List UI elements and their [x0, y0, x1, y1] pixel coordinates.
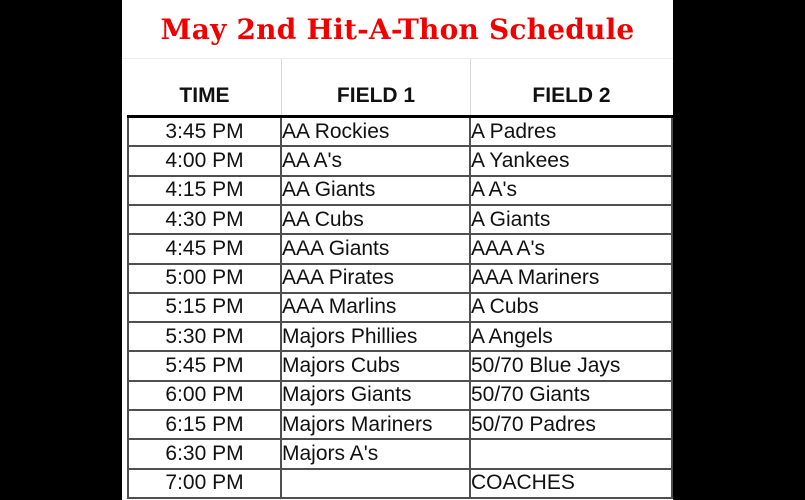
- field2-cell: A Giants: [469, 203, 673, 236]
- time-cell: 6:00 PM: [127, 379, 282, 412]
- field2-cell: A Angels: [469, 321, 673, 353]
- table-row: 5:45 PM Majors Cubs 50/70 Blue Jays: [127, 350, 673, 382]
- field1-cell: AA Rockies: [280, 115, 471, 148]
- field1-cell: AA Giants: [280, 174, 471, 206]
- field2-cell: A Cubs: [469, 291, 673, 324]
- time-cell: 5:30 PM: [127, 321, 282, 353]
- time-cell: 5:15 PM: [127, 291, 282, 324]
- field2-cell: 50/70 Padres: [469, 409, 673, 441]
- time-cell: 5:45 PM: [127, 350, 282, 382]
- column-header-field1: FIELD 1: [281, 59, 470, 115]
- field2-cell: AAA A's: [469, 233, 673, 265]
- schedule-title: May 2nd Hit-A-Thon Schedule: [122, 0, 673, 59]
- time-cell: 4:30 PM: [127, 203, 282, 236]
- table-row: 3:45 PM AA Rockies A Padres: [127, 115, 673, 148]
- table-row: 6:30 PM Majors A's: [127, 438, 673, 470]
- time-cell: 4:00 PM: [127, 145, 282, 177]
- table-row: 4:30 PM AA Cubs A Giants: [127, 203, 673, 236]
- column-header-time: TIME: [179, 84, 230, 107]
- table-row: 7:00 PM COACHES: [127, 467, 673, 500]
- time-cell: 6:30 PM: [127, 438, 282, 470]
- table-row: 5:15 PM AAA Marlins A Cubs: [127, 291, 673, 324]
- table-row: 6:00 PM Majors Giants 50/70 Giants: [127, 379, 673, 412]
- time-cell: 4:15 PM: [127, 174, 282, 206]
- time-cell: 3:45 PM: [127, 115, 282, 148]
- table-row: 5:30 PM Majors Phillies A Angels: [127, 321, 673, 353]
- field2-cell: A A's: [469, 174, 673, 206]
- table-row: 4:45 PM AAA Giants AAA A's: [127, 233, 673, 265]
- field1-cell: [280, 467, 471, 500]
- field1-cell: AA Cubs: [280, 203, 471, 236]
- field1-cell: Majors Phillies: [280, 321, 471, 353]
- schedule-header: TIME FIELD 1 FIELD 2: [128, 59, 672, 115]
- field2-cell: 50/70 Giants: [469, 379, 673, 412]
- time-cell: 6:15 PM: [127, 409, 282, 441]
- field1-cell: Majors Cubs: [280, 350, 471, 382]
- field1-cell: AAA Marlins: [280, 291, 471, 324]
- field2-cell: COACHES: [469, 467, 673, 500]
- table-row: 4:00 PM AA A's A Yankees: [127, 145, 673, 177]
- schedule-panel: May 2nd Hit-A-Thon Schedule TIME FIELD 1…: [122, 0, 673, 500]
- field2-cell: AAA Mariners: [469, 262, 673, 294]
- time-cell: 7:00 PM: [127, 467, 282, 500]
- column-header-field2: FIELD 2: [470, 59, 672, 115]
- field2-cell: A Padres: [469, 115, 673, 148]
- time-cell: 4:45 PM: [127, 233, 282, 265]
- field1-cell: AAA Giants: [280, 233, 471, 265]
- field1-cell: Majors Mariners: [280, 409, 471, 441]
- table-row: 4:15 PM AA Giants A A's: [127, 174, 673, 206]
- field1-cell: Majors Giants: [280, 379, 471, 412]
- table-row: 5:00 PM AAA Pirates AAA Mariners: [127, 262, 673, 294]
- schedule-table: 3:45 PM AA Rockies A Padres 4:00 PM AA A…: [127, 115, 673, 500]
- field2-cell: 50/70 Blue Jays: [469, 350, 673, 382]
- field1-cell: AA A's: [280, 145, 471, 177]
- time-cell: 5:00 PM: [127, 262, 282, 294]
- schedule-body: 3:45 PM AA Rockies A Padres 4:00 PM AA A…: [127, 115, 673, 500]
- table-row: 6:15 PM Majors Mariners 50/70 Padres: [127, 409, 673, 441]
- field1-cell: AAA Pirates: [280, 262, 471, 294]
- field1-cell: Majors A's: [280, 438, 471, 470]
- field2-cell: A Yankees: [469, 145, 673, 177]
- field2-cell: [469, 438, 673, 470]
